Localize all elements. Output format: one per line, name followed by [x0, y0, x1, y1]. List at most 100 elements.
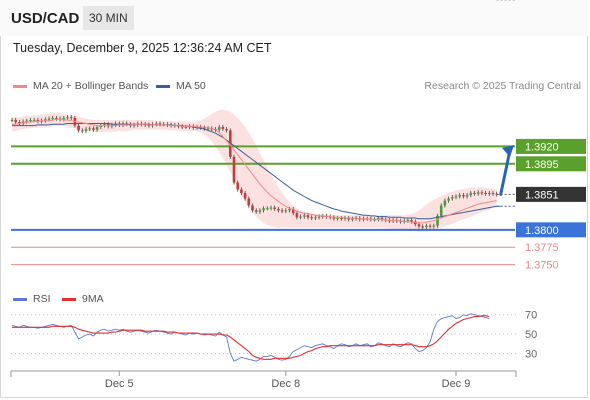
rsi-tick-70: 70 — [525, 310, 537, 322]
rsi-tick-30: 30 — [525, 348, 537, 360]
candle-body — [55, 117, 58, 119]
candle-body — [303, 215, 306, 217]
candle-body — [288, 208, 291, 211]
price-label-1.3750: 1.3750 — [525, 260, 559, 272]
candle-body — [36, 120, 40, 122]
candle-body — [436, 215, 439, 226]
x-label-Dec-8: Dec 8 — [271, 378, 300, 390]
legend-ma20: MA 20 + Bollinger Bands — [13, 80, 148, 92]
candle-body — [447, 198, 450, 201]
candle-body — [62, 117, 66, 120]
candle-body — [40, 120, 43, 122]
candle-body — [328, 216, 332, 218]
price-label-bg-1.3920 — [516, 138, 586, 154]
candle-body — [377, 218, 380, 220]
candle-body — [158, 123, 162, 125]
candle-body — [332, 217, 336, 219]
candle-body — [251, 205, 254, 211]
legend-rsi: RSI — [13, 293, 51, 305]
candle-body — [184, 126, 188, 128]
candle-body — [295, 213, 299, 218]
chart-header: USD/CAD 30 MIN — [0, 0, 588, 36]
candle-body — [425, 225, 428, 228]
price-label-1.3775: 1.3775 — [525, 242, 559, 254]
candle-body — [476, 192, 480, 194]
candle-body — [132, 124, 136, 126]
candle-body — [439, 205, 443, 216]
candle-body — [347, 218, 350, 220]
legend-9ma: 9MA — [62, 293, 104, 305]
candle-body — [92, 128, 95, 130]
rsi-tick-50: 50 — [525, 329, 537, 341]
x-label-Dec-9: Dec 9 — [442, 378, 471, 390]
candle-body — [88, 128, 91, 130]
candle-body — [373, 219, 376, 221]
candle-body — [277, 208, 280, 211]
candle-body — [81, 130, 84, 132]
candle-body — [269, 207, 273, 209]
candle-body — [217, 126, 221, 130]
legend-rsi-label: RSI — [33, 293, 51, 305]
candle-body — [84, 129, 88, 132]
candle-body — [421, 226, 424, 228]
candle-body — [495, 193, 498, 195]
legend-ma50: MA 50 — [156, 80, 206, 92]
candle-body — [14, 120, 17, 123]
legend-ma20-swatch — [13, 84, 27, 88]
legend-ma50-label: MA 50 — [176, 80, 206, 92]
candle-body — [443, 200, 447, 206]
candle-body — [317, 216, 321, 218]
rsi-line — [11, 313, 490, 362]
ma20-line — [12, 118, 497, 224]
price-label-bg-1.3800 — [516, 222, 586, 238]
candle-body — [29, 120, 32, 122]
bollinger-band-fill — [12, 109, 497, 232]
candle-body — [258, 210, 262, 212]
candle-body — [451, 197, 454, 199]
candle-body — [417, 224, 421, 227]
candle-body — [469, 192, 473, 196]
legend-rsi-swatch — [13, 297, 27, 301]
candle-body — [32, 120, 36, 122]
candle-body — [321, 215, 325, 217]
candle-body — [310, 217, 313, 219]
price-label-1.3920: 1.3920 — [525, 141, 559, 153]
candle-body — [77, 125, 80, 131]
candle-body — [95, 126, 99, 130]
ma50-line — [12, 123, 501, 220]
price-label-1.3851: 1.3851 — [525, 189, 559, 201]
candle-body — [225, 129, 228, 131]
candle-body — [221, 126, 225, 130]
candle-body — [410, 220, 413, 222]
candle-body — [314, 217, 317, 219]
legend-ma50-swatch — [156, 84, 170, 88]
candle-body — [18, 122, 21, 124]
candle-body — [47, 118, 51, 120]
candle-body — [69, 117, 73, 119]
candle-body — [354, 218, 358, 220]
candle-body — [380, 218, 384, 220]
forecast-arrow-head — [502, 145, 514, 158]
legend-ma20-label: MA 20 + Bollinger Bands — [33, 80, 149, 92]
candle-body — [454, 196, 458, 198]
candle-body — [465, 195, 469, 197]
candle-body — [343, 218, 347, 220]
legend-9ma-swatch — [62, 297, 76, 301]
symbol-title: USD/CAD — [11, 10, 80, 27]
interval-badge[interactable]: 30 MIN — [83, 6, 134, 30]
candle-body — [232, 156, 236, 183]
candle-body — [206, 128, 210, 130]
candle-body — [229, 130, 232, 157]
candle-body — [236, 182, 239, 190]
timestamp: Tuesday, December 9, 2025 12:36:24 AM CE… — [13, 41, 272, 55]
candle-body — [266, 208, 269, 210]
candle-body — [240, 189, 243, 193]
candle-body — [25, 120, 29, 122]
candle-body — [284, 210, 288, 212]
candle-body — [458, 195, 461, 197]
candle-body — [99, 125, 103, 127]
price-label-bg-1.3895 — [516, 156, 586, 172]
forecast-arrow-shaft — [499, 148, 512, 196]
candle-body — [462, 195, 465, 197]
